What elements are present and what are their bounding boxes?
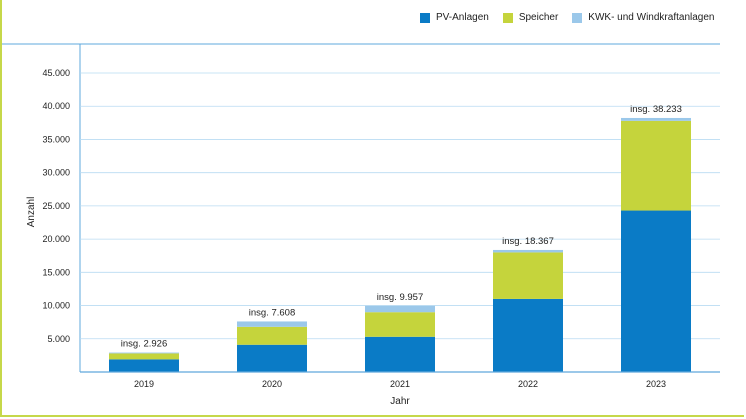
bar-2019-series-1: [109, 359, 179, 372]
legend-swatch-kwk: [572, 12, 583, 23]
bar-2022-series-1: [493, 298, 563, 372]
y-tick-label-8: 40.000: [42, 101, 70, 111]
y-tick-label-6: 30.000: [42, 168, 70, 178]
y-tick-label-4: 20.000: [42, 234, 70, 244]
total-label-2019: insg. 2.926: [121, 339, 167, 350]
y-tick-label-2: 10.000: [42, 301, 70, 311]
labels: 5.000 10.000 15.000 20.000 25.000 30.000 35.00…: [42, 68, 681, 389]
total-label-2023: insg. 38.233: [630, 104, 682, 115]
total-label-2020: insg. 7.608: [249, 307, 295, 318]
legend-label-pv: PV-Anlagen: [436, 12, 489, 23]
bar-2019-series-2: [109, 353, 179, 360]
bar-2021-series-1: [365, 336, 435, 372]
bar-2019-series-3: [109, 352, 179, 354]
x-tick-label-2021: 2021: [390, 379, 410, 389]
bar-2023-series-1: [621, 210, 691, 372]
x-tick-label-2019: 2019: [134, 379, 154, 389]
bar-2022-series-3: [493, 249, 563, 253]
legend-item-kwk: KWK- und Windkraftanlagen: [572, 12, 714, 23]
bar-2023-series-3: [621, 117, 691, 121]
legend-item-pv: PV-Anlagen: [420, 12, 489, 23]
y-tick-label-5: 25.000: [42, 201, 70, 211]
legend-swatch-pv: [420, 12, 430, 23]
y-axis-title: Anzahl: [26, 197, 37, 228]
y-tick-label-1: 5.000: [47, 334, 70, 344]
total-label-2021: insg. 9.957: [377, 292, 423, 303]
bars: [109, 117, 691, 372]
y-tick-label-3: 15.000: [42, 267, 70, 277]
x-tick-label-2023: 2023: [646, 379, 666, 389]
x-tick-label-2020: 2020: [262, 379, 282, 389]
x-tick-label-2022: 2022: [518, 379, 538, 389]
bar-2020-series-2: [237, 326, 307, 345]
total-label-2022: insg. 18.367: [502, 236, 554, 247]
legend: PV-Anlagen Speicher KWK- und Windkraftan…: [420, 12, 714, 23]
y-tick-label-9: 45.000: [42, 68, 70, 78]
legend-label-kwk: KWK- und Windkraftanlagen: [588, 12, 715, 23]
x-axis-title: Jahr: [390, 396, 410, 407]
bar-2023-series-2: [621, 120, 691, 211]
bar-2020-series-3: [237, 321, 307, 327]
legend-item-speicher: Speicher: [502, 12, 559, 23]
bar-2020-series-1: [237, 344, 307, 372]
legend-swatch-speicher: [502, 12, 513, 23]
y-tick-label-7: 35.000: [42, 134, 70, 144]
bar-2021-series-3: [365, 305, 435, 313]
bar-2022-series-2: [493, 252, 563, 299]
legend-label-speicher: Speicher: [518, 12, 559, 23]
bar-2021-series-2: [365, 312, 435, 337]
